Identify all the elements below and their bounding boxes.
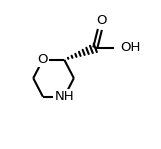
Text: O: O bbox=[38, 53, 48, 66]
Text: NH: NH bbox=[54, 90, 74, 103]
Text: O: O bbox=[96, 14, 106, 27]
Text: NH: NH bbox=[54, 90, 74, 103]
Text: OH: OH bbox=[120, 41, 140, 54]
Text: O: O bbox=[38, 53, 48, 66]
Text: O: O bbox=[96, 14, 106, 27]
Text: OH: OH bbox=[120, 41, 140, 54]
